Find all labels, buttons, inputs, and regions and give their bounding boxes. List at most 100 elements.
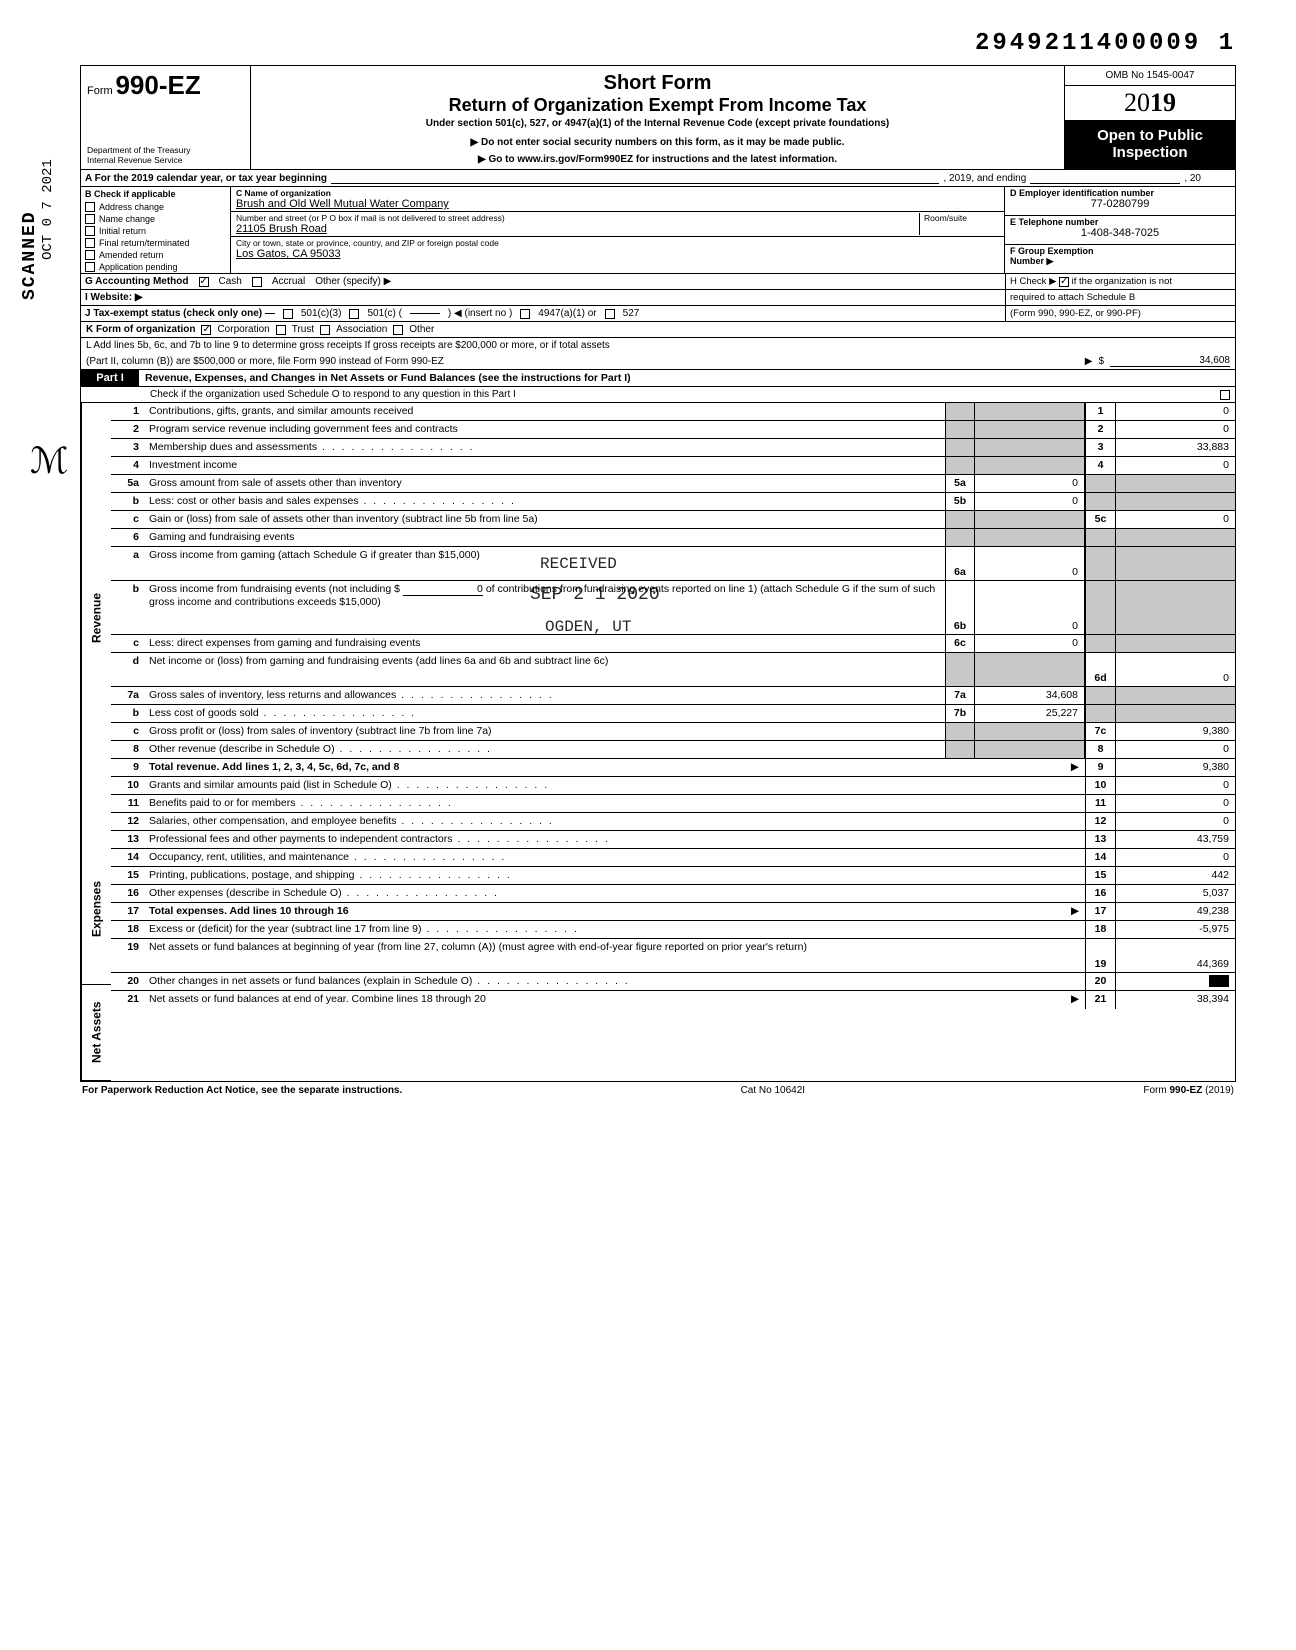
block-c: C Name of organization Brush and Old Wel… (231, 187, 1005, 273)
mval-5b: 0 (975, 493, 1085, 510)
footer-left: For Paperwork Reduction Act Notice, see … (82, 1085, 402, 1096)
desc-2: Program service revenue including govern… (145, 421, 945, 438)
num-1: 1 (111, 403, 145, 420)
box-18: 18 (1085, 921, 1115, 938)
desc-8: Other revenue (describe in Schedule O) (145, 741, 945, 758)
row-6b: b Gross income from fundraising events (… (111, 581, 1235, 635)
chk-corporation[interactable] (201, 325, 211, 335)
desc-9: Total revenue. Add lines 1, 2, 3, 4, 5c,… (145, 759, 945, 776)
arrow-21: ▶ (1065, 991, 1085, 1009)
omb-number: OMB No 1545-0047 (1065, 66, 1235, 86)
chk-other-org[interactable] (393, 325, 403, 335)
row-5c: c Gain or (loss) from sale of assets oth… (111, 511, 1235, 529)
chk-final-return[interactable] (85, 238, 95, 248)
chk-accrual[interactable] (252, 277, 262, 287)
chk-amended-return[interactable] (85, 250, 95, 260)
mini-6c: 6c (945, 635, 975, 652)
num-7c: c (111, 723, 145, 740)
mini-7a: 7a (945, 687, 975, 704)
num-6b: b (111, 581, 145, 634)
form-subtitle: Under section 501(c), 527, or 4947(a)(1)… (259, 118, 1056, 129)
desc-4: Investment income (145, 457, 945, 474)
block-b: B Check if applicable Address change Nam… (81, 187, 231, 273)
chk-initial-return[interactable] (85, 226, 95, 236)
desc-16: Other expenses (describe in Schedule O) (145, 885, 1085, 902)
lbl-4947: 4947(a)(1) or (538, 308, 596, 319)
val-4: 0 (1115, 457, 1235, 474)
line-a-blank1[interactable] (331, 172, 940, 184)
chk-h[interactable] (1059, 277, 1069, 287)
box-15: 15 (1085, 867, 1115, 884)
desc-7c: Gross profit or (loss) from sales of inv… (145, 723, 945, 740)
chk-501c3[interactable] (283, 309, 293, 319)
val-3: 33,883 (1115, 439, 1235, 456)
mval-6b: 0 (975, 581, 1085, 634)
lbl-association: Association (336, 324, 387, 335)
phone-value: 1-408-348-7025 (1010, 227, 1230, 239)
num-6a: a (111, 547, 145, 580)
line-j: J Tax-exempt status (check only one) — 5… (81, 306, 1235, 322)
dept-irs: Internal Revenue Service (87, 156, 244, 165)
desc-7b: Less cost of goods sold (145, 705, 945, 722)
chk-cash[interactable] (199, 277, 209, 287)
line-a-pre: A For the 2019 calendar year, or tax yea… (85, 173, 327, 184)
desc-5c: Gain or (loss) from sale of assets other… (145, 511, 945, 528)
row-2: 2 Program service revenue including gove… (111, 421, 1235, 439)
lbl-initial-return: Initial return (99, 226, 146, 236)
redacted-20 (1209, 975, 1229, 987)
num-11: 11 (111, 795, 145, 812)
chk-application-pending[interactable] (85, 262, 95, 272)
h-text2: if the organization is not (1072, 276, 1172, 287)
h-text1: H Check ▶ (1010, 276, 1056, 287)
f-label: F Group Exemption (1010, 246, 1230, 256)
num-3: 3 (111, 439, 145, 456)
open-public-1: Open to Public (1067, 127, 1233, 144)
box-13: 13 (1085, 831, 1115, 848)
val-14: 0 (1115, 849, 1235, 866)
box-3: 3 (1085, 439, 1115, 456)
num-6c: c (111, 635, 145, 652)
num-5c: c (111, 511, 145, 528)
part1-label: Part I (81, 370, 139, 386)
line-a-blank2[interactable] (1030, 172, 1180, 184)
val-17: 49,238 (1115, 903, 1235, 920)
c-label: C Name of organization (236, 188, 999, 198)
chk-schedule-o[interactable] (1220, 390, 1230, 400)
form-990ez: Form 990-EZ Department of the Treasury I… (80, 65, 1236, 1082)
chk-association[interactable] (320, 325, 330, 335)
chk-501c[interactable] (349, 309, 359, 319)
desc-12: Salaries, other compensation, and employ… (145, 813, 1085, 830)
num-14: 14 (111, 849, 145, 866)
stamp-ogden: OGDEN, UT (545, 618, 631, 636)
chk-address-change[interactable] (85, 202, 95, 212)
l-dollar: $ (1098, 356, 1104, 367)
mini-6a: 6a (945, 547, 975, 580)
mval-6a: 0 (975, 547, 1085, 580)
box-7c: 7c (1085, 723, 1115, 740)
lbl-cash: Cash (219, 276, 242, 287)
val-2: 0 (1115, 421, 1235, 438)
scanned-side: SCANNED (20, 210, 40, 300)
arrow-17: ▶ (1065, 903, 1085, 920)
row-9: 9 Total revenue. Add lines 1, 2, 3, 4, 5… (111, 759, 1235, 777)
footer: For Paperwork Reduction Act Notice, see … (80, 1082, 1236, 1099)
row-1: 1 Contributions, gifts, grants, and simi… (111, 403, 1235, 421)
chk-name-change[interactable] (85, 214, 95, 224)
desc-18: Excess or (deficit) for the year (subtra… (145, 921, 1085, 938)
chk-527[interactable] (605, 309, 615, 319)
row-7b: b Less cost of goods sold 7b 25,227 (111, 705, 1235, 723)
row-18: 18 Excess or (deficit) for the year (sub… (111, 921, 1235, 939)
lbl-527: 527 (623, 308, 640, 319)
block-def: D Employer identification number 77-0280… (1005, 187, 1235, 273)
desc-11: Benefits paid to or for members (145, 795, 1085, 812)
num-5b: b (111, 493, 145, 510)
block-bcdef: B Check if applicable Address change Nam… (81, 187, 1235, 274)
num-15: 15 (111, 867, 145, 884)
num-13: 13 (111, 831, 145, 848)
part1-desc: Revenue, Expenses, and Changes in Net As… (139, 370, 1235, 386)
lbl-final-return: Final return/terminated (99, 238, 190, 248)
box-4: 4 (1085, 457, 1115, 474)
chk-trust[interactable] (276, 325, 286, 335)
chk-4947[interactable] (520, 309, 530, 319)
desc-14: Occupancy, rent, utilities, and maintena… (145, 849, 1085, 866)
